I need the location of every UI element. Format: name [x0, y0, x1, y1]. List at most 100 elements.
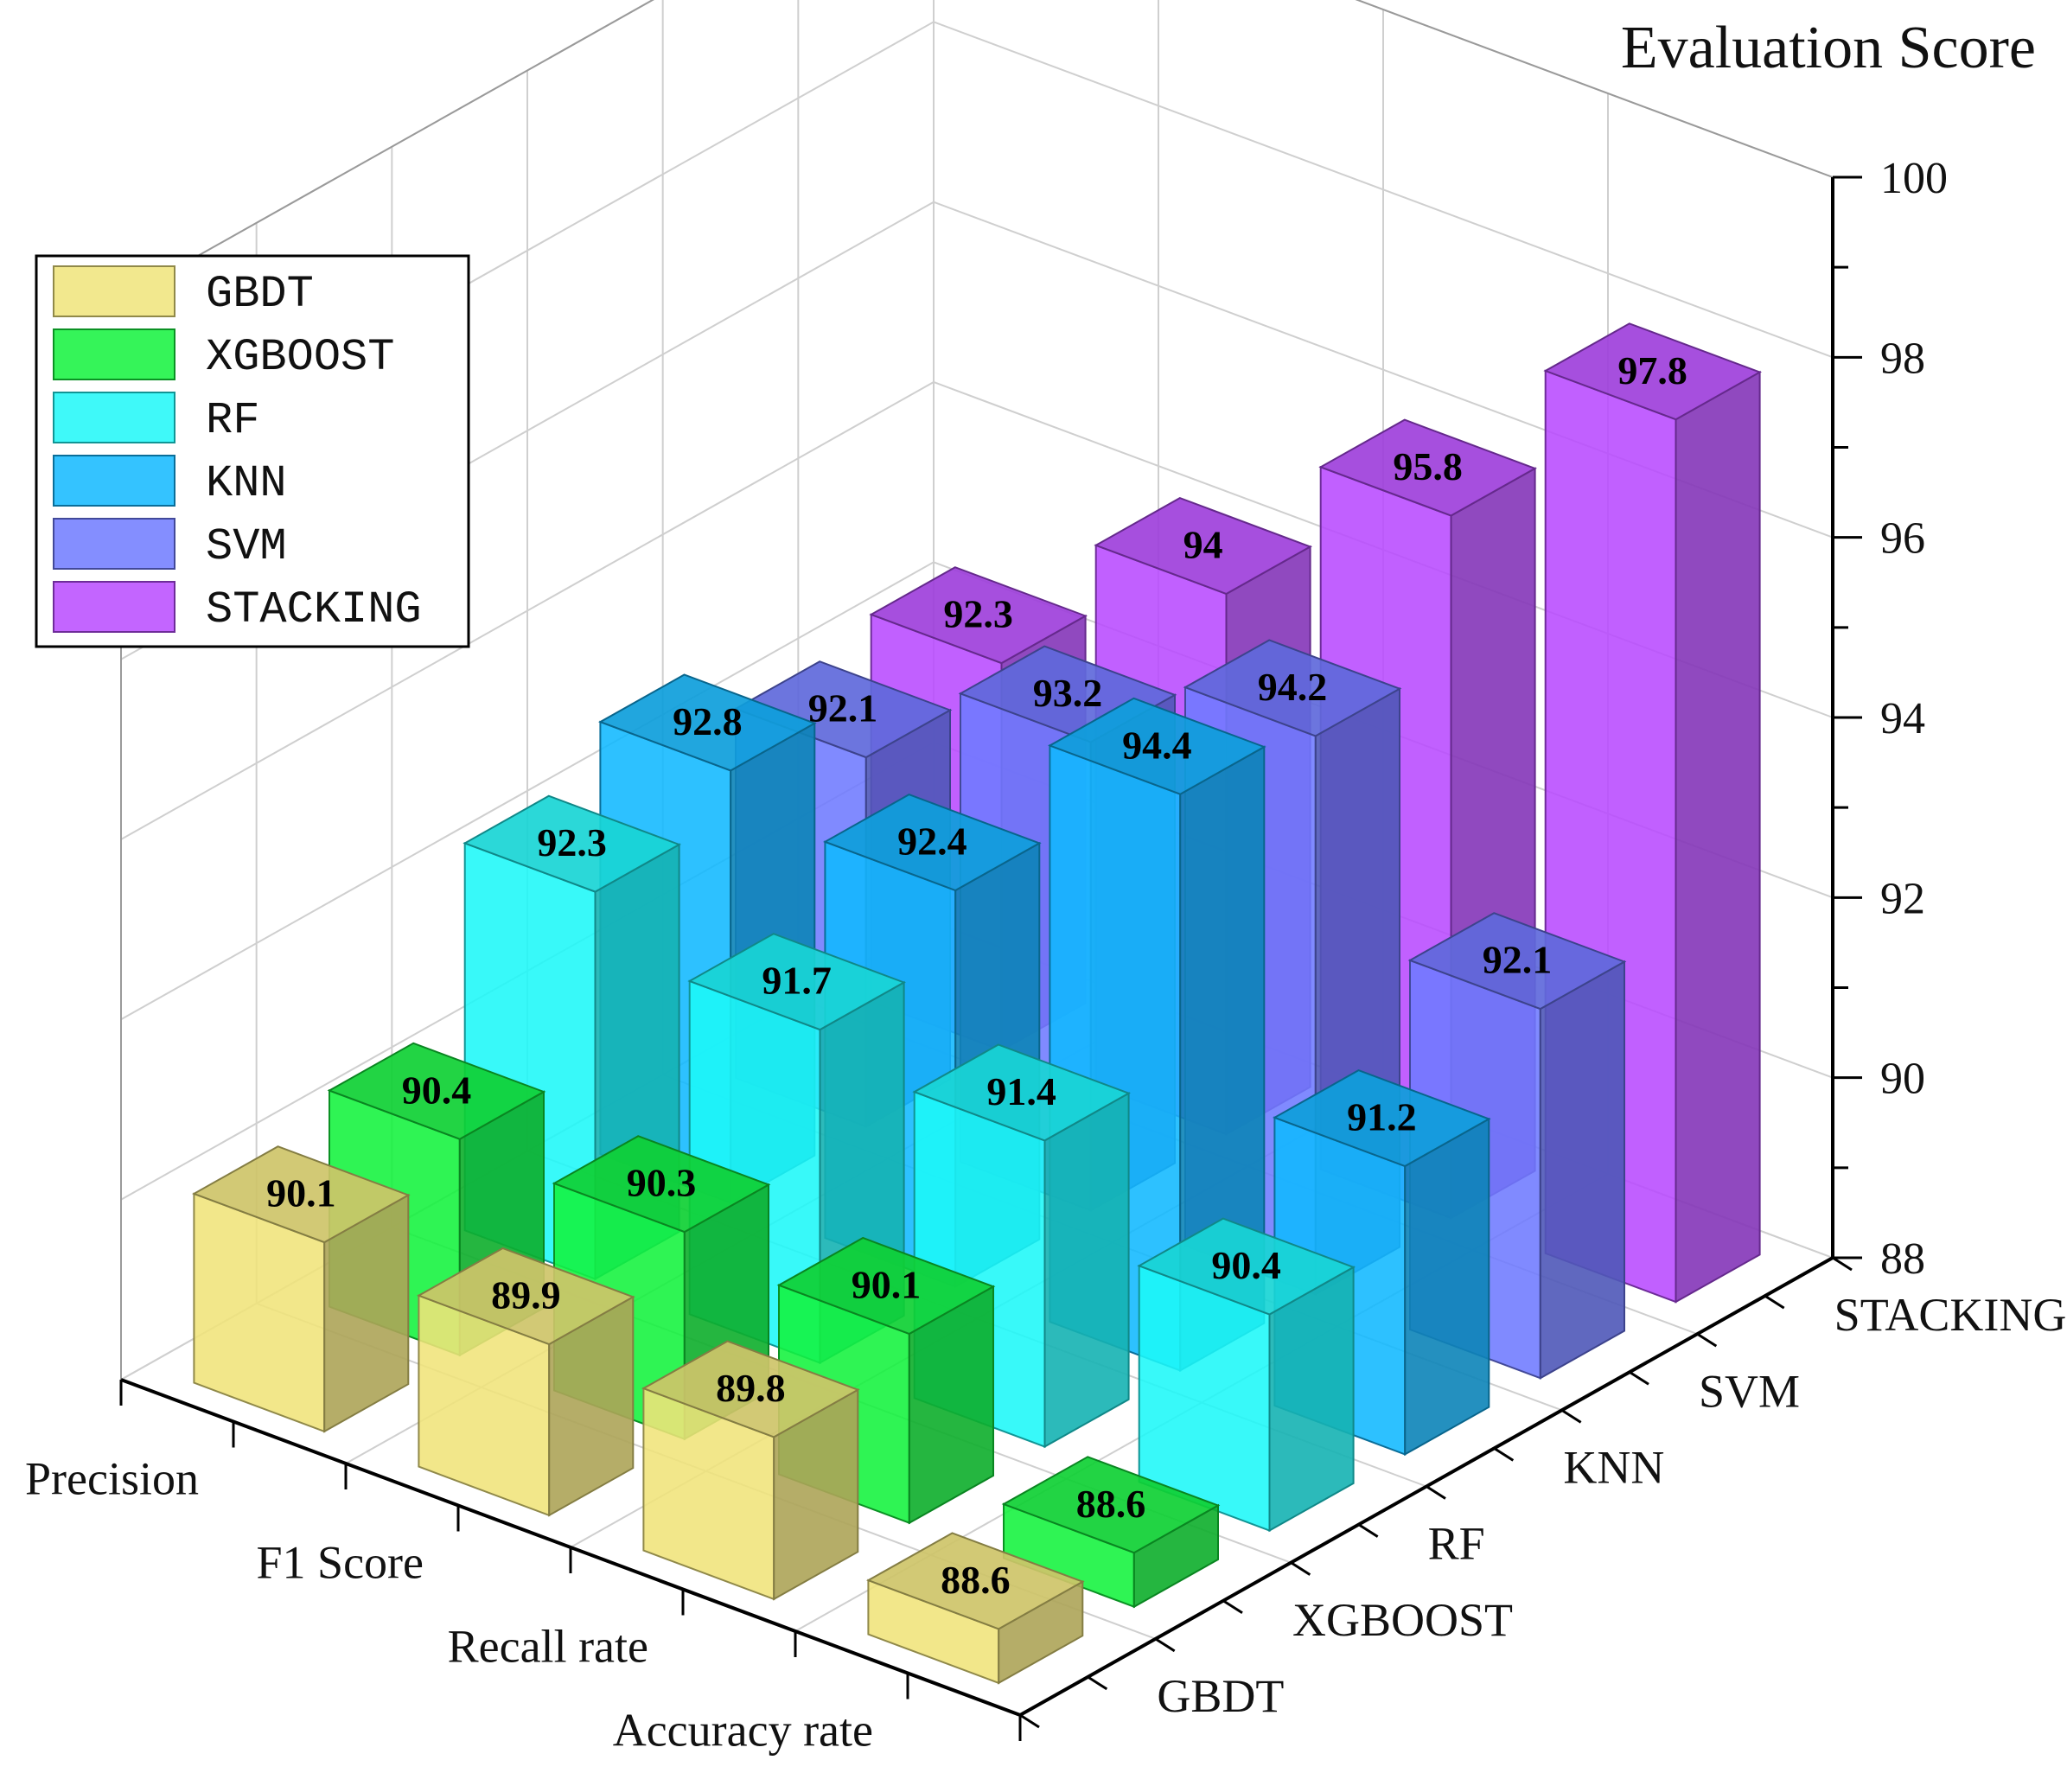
box-edge: [120, 0, 1834, 300]
bar-side-face: [1404, 1117, 1490, 1457]
value-label: 90.3: [627, 1161, 697, 1205]
value-label: 93.2: [1033, 671, 1103, 715]
bar-top-face: [823, 794, 1042, 892]
bar-top-face: [1407, 912, 1627, 1011]
bar: [192, 1145, 411, 1433]
legend-swatch: [53, 392, 175, 443]
value-label: 92.8: [673, 699, 743, 743]
value-label: 92.4: [897, 819, 967, 864]
legend-label: SVM: [206, 521, 287, 572]
bar-top-face: [1183, 639, 1402, 737]
model-tick: [1087, 1675, 1108, 1691]
value-label: 94.4: [1122, 723, 1192, 767]
z-tick-label: 90: [1880, 1055, 1925, 1104]
model-tick: [1764, 1294, 1785, 1310]
bar-top-face: [1137, 1217, 1356, 1316]
bar-top-face: [1543, 322, 1762, 421]
model-label: GBDT: [1157, 1670, 1284, 1722]
bar-top-face: [1048, 697, 1266, 795]
z-tick-label: 96: [1880, 514, 1925, 564]
bar-top-face: [1001, 1456, 1221, 1554]
value-label: 91.4: [986, 1069, 1056, 1113]
model-tick: [1696, 1332, 1718, 1348]
bars: [192, 322, 1762, 1685]
metric-label: Accuracy rate: [613, 1705, 873, 1757]
bar: [1543, 322, 1762, 1304]
model-tick: [1154, 1637, 1176, 1653]
legend-label: STACKING: [206, 584, 422, 635]
value-label: 90.4: [1211, 1243, 1281, 1287]
bar: [1137, 1217, 1356, 1533]
bar-top-face: [1094, 497, 1312, 596]
value-label: 91.2: [1347, 1095, 1417, 1139]
value-label: 89.9: [491, 1273, 561, 1317]
value-label: 92.1: [1483, 938, 1553, 982]
value-label: 89.8: [716, 1366, 786, 1410]
value-label: 90.4: [402, 1068, 472, 1112]
legend-swatch: [53, 581, 175, 633]
metric-label: Recall rate: [448, 1621, 648, 1673]
value-label: 91.7: [762, 959, 832, 1003]
value-label: 90.1: [852, 1263, 922, 1307]
bar-top-face: [192, 1145, 411, 1244]
model-tick: [1426, 1485, 1446, 1500]
z-tick-label: 92: [1880, 874, 1925, 923]
model-label: SVM: [1699, 1365, 1800, 1417]
legend-swatch: [53, 328, 175, 380]
bar-top-face: [598, 673, 817, 772]
bar-top-face: [327, 1042, 546, 1140]
bar-top-face: [866, 1532, 1085, 1630]
value-label: 90.1: [266, 1171, 336, 1215]
bar-top-face: [869, 566, 1088, 665]
model-label: STACKING: [1834, 1289, 2067, 1341]
bar-top-face: [733, 660, 953, 759]
bar-top-face: [417, 1247, 635, 1346]
legend-swatch: [53, 265, 175, 317]
model-tick: [1357, 1523, 1379, 1538]
bar-side-face: [1675, 370, 1761, 1304]
value-labels: 92.3 94 95.8 97.8 92.1 93.2 94.2 92.1 92.8 92.4 94…: [266, 348, 1687, 1602]
legend: GBDT XGBOOST RF KNN SVM STACKING: [35, 254, 470, 648]
value-label: 94.2: [1258, 665, 1328, 709]
legend-swatch: [53, 518, 175, 570]
value-label: 94: [1183, 523, 1223, 567]
chart-title: Evaluation Score: [1621, 15, 2036, 81]
value-label: 88.6: [941, 1558, 1011, 1602]
bar: [866, 1532, 1085, 1685]
axes: Precision F1 Score Recall rate Accuracy rat…: [25, 154, 2066, 1757]
metric-label: Precision: [25, 1453, 199, 1505]
bar-top-face: [463, 794, 681, 893]
value-label: 97.8: [1617, 348, 1687, 392]
z-tick-label: 94: [1880, 694, 1925, 743]
bar: [417, 1247, 635, 1517]
legend-label: GBDT: [206, 269, 314, 320]
bar-top-face: [552, 1135, 771, 1234]
model-label: RF: [1428, 1518, 1485, 1570]
bar-top-face: [1318, 418, 1537, 517]
model-label: KNN: [1563, 1441, 1664, 1493]
model-tick: [1290, 1561, 1311, 1576]
model-tick: [1222, 1599, 1243, 1615]
model-tick: [1629, 1370, 1649, 1386]
bar-top-face: [1273, 1069, 1491, 1168]
model-tick: [1560, 1409, 1582, 1424]
legend-label: RF: [206, 395, 259, 446]
legend-swatch: [53, 455, 175, 507]
bar: [1001, 1456, 1221, 1609]
bar-top-face: [912, 1043, 1131, 1142]
bar: [641, 1340, 860, 1601]
value-label: 92.1: [808, 686, 878, 730]
z-tick-label: 88: [1880, 1234, 1925, 1284]
z-tick-label: 98: [1880, 334, 1925, 383]
model-tick: [1019, 1713, 1040, 1729]
bar-top-face: [641, 1340, 860, 1438]
model-tick: [1493, 1447, 1515, 1462]
model-label: XGBOOST: [1292, 1594, 1513, 1646]
bar-side-face: [1043, 1091, 1130, 1449]
z-tick-label: 100: [1880, 154, 1948, 203]
value-label: 88.6: [1076, 1482, 1146, 1526]
legend-label: KNN: [206, 458, 287, 509]
bar-side-face: [1539, 960, 1625, 1380]
value-label: 95.8: [1393, 444, 1463, 488]
